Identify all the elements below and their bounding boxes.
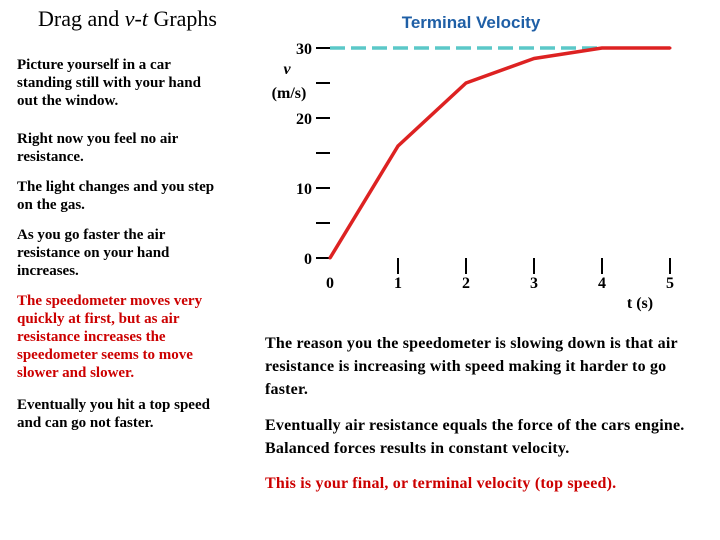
series: [328, 46, 672, 260]
right-text-column: The reason you the speedometer is slowin…: [265, 332, 705, 495]
velocity-point: [328, 256, 332, 260]
velocity-point: [600, 46, 604, 50]
x-tick-label: 3: [530, 275, 538, 292]
slide-title-vt: v-t: [124, 6, 148, 31]
paragraph-speedometer: The speedometer moves very quickly at fi…: [17, 293, 203, 381]
paragraph-resistance-increases: As you go faster the air resistance on y…: [17, 227, 170, 279]
paragraph-balanced-forces: Eventually air resistance equals the for…: [265, 416, 685, 457]
paragraph-step-on-gas: The light changes and you step on the ga…: [17, 179, 215, 213]
x-axis-label: t (s): [627, 295, 653, 312]
paragraph-no-air-resistance: Right now you feel no air resistance.: [17, 131, 178, 165]
chart-title: Terminal Velocity: [402, 13, 541, 32]
terminal-velocity-chart: Terminal Velocity v (m/s) t (s) 0102030 …: [272, 13, 674, 312]
paragraph-terminal-velocity: This is your final, or terminal velocity…: [265, 474, 617, 492]
velocity-point: [668, 46, 672, 50]
velocity-line: [328, 46, 670, 259]
y-tick-label: 10: [296, 181, 312, 198]
x-tick-label: 0: [326, 275, 334, 292]
slide-title: Drag and v-t Graphs: [38, 6, 217, 32]
paragraph-top-speed: Eventually you hit a top speed and can g…: [17, 397, 210, 431]
x-tick-label: 4: [598, 275, 606, 292]
velocity-point: [532, 57, 536, 60]
velocity-point: [464, 81, 468, 85]
slide-title-graphs: Graphs: [147, 6, 217, 31]
y-axis-unit: (m/s): [272, 85, 307, 102]
y-tick-label: 0: [304, 251, 312, 268]
x-tick-label: 1: [394, 275, 402, 292]
y-tick-label: 30: [296, 41, 312, 58]
y-axis: 0 10 20 30: [296, 41, 330, 268]
slide-title-text: Drag and: [38, 6, 125, 31]
x-tick-label: 5: [666, 275, 674, 292]
paragraph-slowing-reason: The reason you the speedometer is slowin…: [265, 335, 678, 399]
x-tick-label: 2: [462, 275, 470, 292]
paragraph-hand-out-window: Picture yourself in a car standing still…: [17, 57, 201, 109]
y-tick-label: 20: [296, 111, 312, 128]
left-text-column: Picture yourself in a car standing still…: [17, 56, 217, 432]
y-axis-variable: v: [283, 61, 291, 78]
x-axis: 0 1 2 3 4 5: [326, 258, 674, 292]
velocity-point: [396, 144, 400, 148]
